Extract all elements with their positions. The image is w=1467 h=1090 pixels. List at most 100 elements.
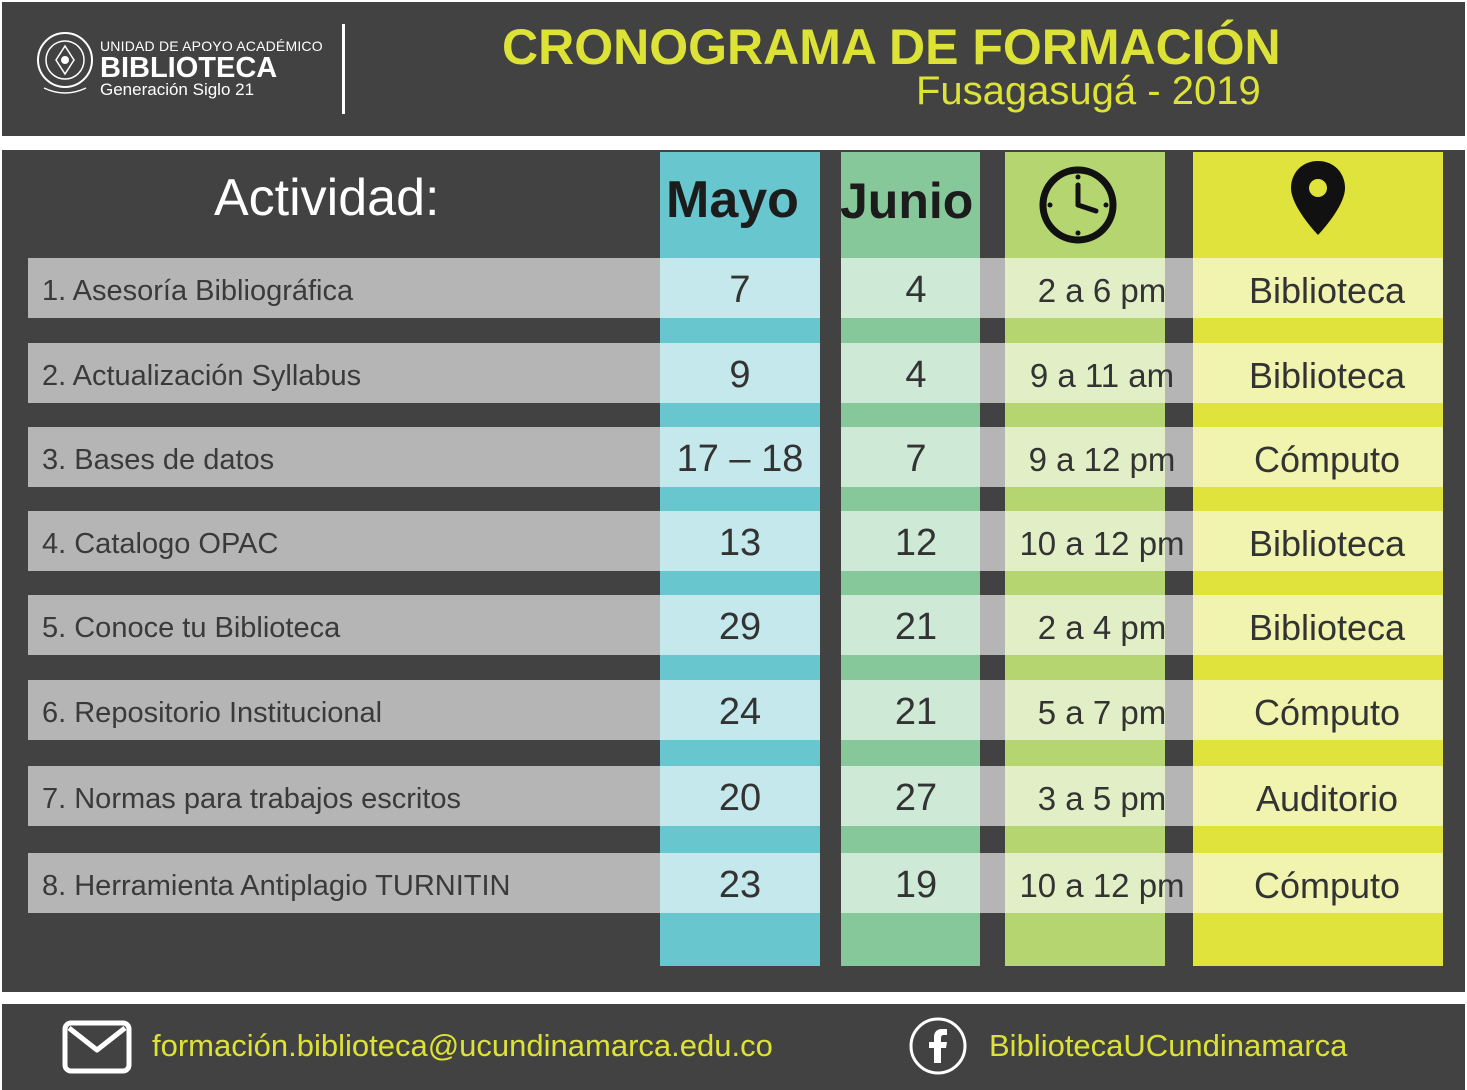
row-bar-mayo bbox=[660, 595, 820, 655]
header-actividad: Actividad: bbox=[214, 169, 440, 227]
cell-hora: 5 a 7 pm bbox=[1037, 694, 1167, 731]
cell-actividad: 7. Normas para trabajos escritos bbox=[42, 783, 462, 815]
header: UNIDAD DE APOYO ACADÉMICO BIBLIOTECA Gen… bbox=[2, 2, 1465, 136]
row-bar-gap bbox=[1165, 427, 1193, 487]
row-bar-actividad bbox=[28, 511, 660, 571]
logo-tagline: Generación Siglo 21 bbox=[100, 80, 255, 99]
row-bar-lugar bbox=[1193, 427, 1443, 487]
header-junio: Junio bbox=[840, 173, 974, 229]
header-divider bbox=[342, 24, 345, 114]
cell-hora: 2 a 4 pm bbox=[1037, 609, 1167, 646]
facebook-icon[interactable] bbox=[908, 1016, 968, 1076]
cell-junio: 27 bbox=[894, 777, 938, 819]
cell-mayo: 20 bbox=[718, 777, 762, 819]
cell-lugar: Biblioteca bbox=[1248, 355, 1406, 396]
page-title: CRONOGRAMA DE FORMACIÓN bbox=[502, 19, 1281, 75]
cell-hora: 10 a 12 pm bbox=[1019, 525, 1185, 562]
row-bar-gap bbox=[1165, 258, 1193, 318]
table-row: 1. Asesoría Bibliográfica 7 4 2 a 6 pm Bibli… bbox=[2, 258, 1465, 318]
row-bar-actividad bbox=[28, 595, 660, 655]
facebook-page[interactable]: BibliotecaUCundinamarca bbox=[989, 1028, 1348, 1063]
row-bar-junio bbox=[841, 680, 980, 740]
cell-actividad: 1. Asesoría Bibliográfica bbox=[42, 275, 354, 307]
table-row: 6. Repositorio Institucional 24 21 5 a 7 pm… bbox=[2, 680, 1465, 740]
table-row: 5. Conoce tu Biblioteca 29 21 2 a 4 pm Bibli… bbox=[2, 595, 1465, 655]
footer: formación.biblioteca@ucundinamarca.edu.c… bbox=[2, 1004, 1465, 1090]
row-bar-junio bbox=[841, 511, 980, 571]
row-bar-gap bbox=[1165, 766, 1193, 826]
cell-actividad: 6. Repositorio Institucional bbox=[42, 697, 383, 729]
row-bar-hora bbox=[1005, 595, 1165, 655]
row-bar-actividad bbox=[28, 427, 660, 487]
header-mayo: Mayo bbox=[666, 171, 799, 229]
row-bar-gap bbox=[980, 511, 1005, 571]
row-bar-lugar bbox=[1193, 343, 1443, 403]
row-bar-gap bbox=[1165, 853, 1193, 913]
row-bar-lugar bbox=[1193, 258, 1443, 318]
row-bar-lugar bbox=[1193, 766, 1443, 826]
cell-lugar: Cómputo bbox=[1253, 865, 1401, 906]
cell-lugar: Auditorio bbox=[1255, 778, 1399, 819]
row-bar-hora bbox=[1005, 343, 1165, 403]
row-bar-hora bbox=[1005, 427, 1165, 487]
cell-junio: 12 bbox=[894, 522, 938, 564]
row-bar-hora bbox=[1005, 680, 1165, 740]
row-bar-hora bbox=[1005, 258, 1165, 318]
row-bar-mayo bbox=[660, 511, 820, 571]
row-bar-mayo bbox=[660, 853, 820, 913]
page-subtitle: Fusagasugá - 2019 bbox=[916, 69, 1261, 113]
row-bar-lugar bbox=[1193, 680, 1443, 740]
table-row: 2. Actualización Syllabus 9 4 9 a 11 am Bibl… bbox=[2, 343, 1465, 403]
cell-actividad: 5. Conoce tu Biblioteca bbox=[42, 612, 341, 644]
row-bar-junio bbox=[841, 595, 980, 655]
cell-lugar: Cómputo bbox=[1253, 439, 1401, 480]
logo-unit-label: UNIDAD DE APOYO ACADÉMICO bbox=[100, 38, 323, 54]
row-bar-junio bbox=[841, 343, 980, 403]
cell-hora: 10 a 12 pm bbox=[1019, 867, 1185, 904]
row-bar-gap bbox=[1165, 595, 1193, 655]
contact-email[interactable]: formación.biblioteca@ucundinamarca.edu.c… bbox=[152, 1028, 773, 1063]
row-bar-lugar bbox=[1193, 595, 1443, 655]
location-pin-icon bbox=[1291, 161, 1345, 235]
row-bar-gap bbox=[1165, 511, 1193, 571]
cell-hora: 2 a 6 pm bbox=[1037, 272, 1167, 309]
cell-junio: 21 bbox=[894, 606, 938, 648]
cell-mayo: 9 bbox=[729, 354, 751, 396]
cell-actividad: 8. Herramienta Antiplagio TURNITIN bbox=[42, 870, 511, 902]
cell-lugar: Biblioteca bbox=[1248, 270, 1406, 311]
cell-mayo: 23 bbox=[718, 864, 762, 906]
row-bar-gap bbox=[980, 258, 1005, 318]
cell-actividad: 4. Catalogo OPAC bbox=[42, 528, 279, 560]
row-bar-lugar bbox=[1193, 511, 1443, 571]
university-seal-icon bbox=[37, 32, 93, 94]
logo-library-name: BIBLIOTECA bbox=[100, 52, 278, 84]
row-bar-gap bbox=[980, 766, 1005, 826]
row-bar-gap bbox=[980, 343, 1005, 403]
cell-lugar: Biblioteca bbox=[1248, 607, 1406, 648]
cell-junio: 19 bbox=[894, 864, 938, 906]
row-bar-actividad bbox=[28, 766, 660, 826]
row-bar-gap bbox=[980, 680, 1005, 740]
cell-mayo: 17 – 18 bbox=[676, 438, 804, 480]
cell-junio: 4 bbox=[905, 269, 927, 311]
table-row: 8. Herramienta Antiplagio TURNITIN 23 19 10… bbox=[2, 853, 1465, 913]
row-bar-mayo bbox=[660, 343, 820, 403]
cell-junio: 21 bbox=[894, 691, 938, 733]
cell-mayo: 13 bbox=[718, 522, 762, 564]
row-bar-junio bbox=[841, 427, 980, 487]
table-row: 4. Catalogo OPAC 13 12 10 a 12 pm Biblioteca bbox=[2, 511, 1465, 571]
row-bar-junio bbox=[841, 853, 980, 913]
cell-lugar: Cómputo bbox=[1253, 692, 1401, 733]
row-bar-actividad bbox=[28, 853, 660, 913]
cell-junio: 7 bbox=[905, 438, 927, 480]
row-bar-junio bbox=[841, 258, 980, 318]
row-bar-mayo bbox=[660, 766, 820, 826]
row-bar-gap bbox=[1165, 343, 1193, 403]
cell-junio: 4 bbox=[905, 354, 927, 396]
row-bar-gap bbox=[980, 595, 1005, 655]
cell-actividad: 3. Bases de datos bbox=[42, 444, 275, 476]
row-bar-lugar bbox=[1193, 853, 1443, 913]
schedule-table: Actividad: Mayo Junio 1. Asesoría Biblio… bbox=[2, 150, 1465, 992]
row-bar-mayo bbox=[660, 258, 820, 318]
envelope-icon bbox=[62, 1020, 132, 1074]
